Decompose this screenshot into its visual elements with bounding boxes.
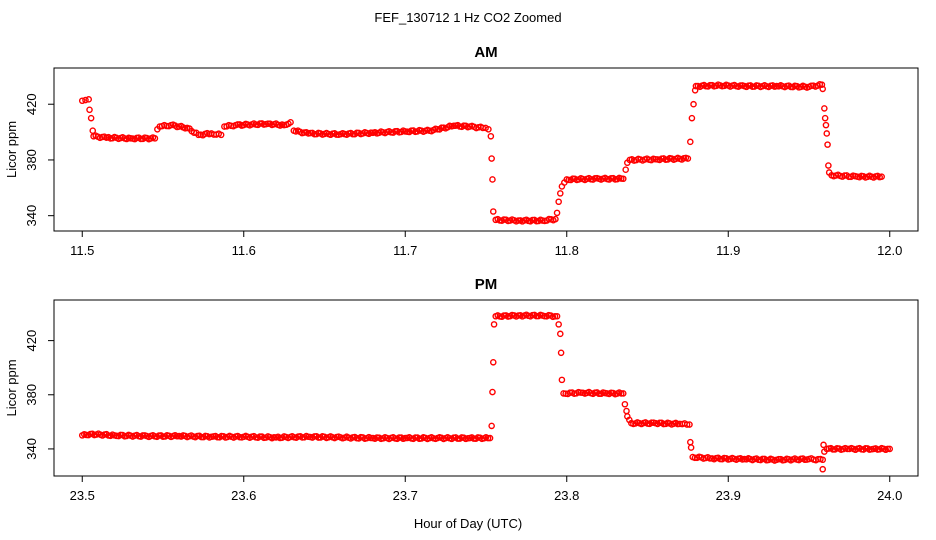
data-series-am: [78, 80, 885, 225]
data-point-am-295: [686, 138, 694, 146]
data-point-am-229: [552, 215, 559, 223]
data-point-pm-237: [553, 312, 561, 320]
x-tick-label-pm-2: 23.7: [393, 488, 418, 503]
data-point-am-36: [151, 135, 159, 142]
data-point-am-394: [878, 173, 885, 180]
data-point-am-366: [823, 130, 831, 137]
data-point-am-1: [82, 96, 89, 104]
plot-frame-am: [53, 67, 919, 232]
x-tick-label-am-0: 11.5: [70, 243, 94, 258]
data-point-pm-303: [683, 421, 691, 428]
x-tick-label-pm-1: 23.6: [231, 488, 256, 503]
data-point-am-198: [489, 176, 496, 183]
data-point-am-196: [487, 132, 495, 140]
x-tick-label-am-1: 11.6: [232, 243, 256, 258]
data-point-am-232: [556, 190, 564, 197]
data-point-pm-315: [706, 455, 714, 462]
data-point-am-264: [622, 166, 629, 174]
data-point-am-99: [287, 119, 294, 126]
data-series-pm: [78, 311, 894, 473]
data-point-pm-271: [619, 390, 627, 397]
data-point-am-0: [78, 97, 86, 105]
data-point-am-4: [87, 114, 95, 122]
x-tick-label-am-3: 11.8: [555, 243, 579, 258]
y-axis-label-pm: Licor ppm: [4, 359, 19, 416]
panel-pm: PM Licor ppm 23.5 23.6 23.7 23.8 23.9 24.0 340 38…: [4, 276, 919, 503]
x-tick-label-pm-4: 23.9: [716, 488, 741, 503]
data-point-pm-240: [557, 349, 565, 357]
data-point-pm-370: [819, 456, 827, 464]
data-point-am-193: [479, 124, 487, 132]
data-point-am-294: [684, 155, 692, 162]
data-point-am-197: [488, 155, 495, 162]
data-point-pm-304: [686, 421, 693, 428]
data-point-am-195: [485, 125, 492, 133]
data-point-pm-206: [490, 321, 498, 328]
data-point-pm-205: [489, 358, 497, 366]
data-point-am-365: [822, 121, 830, 129]
data-point-am-297: [690, 100, 697, 108]
x-tick-label-pm-3: 23.8: [554, 488, 579, 503]
data-point-am-66: [217, 131, 225, 139]
y-tick-label-am-2: 420: [24, 93, 39, 115]
data-point-am-3: [86, 106, 93, 114]
data-point-am-364: [821, 114, 829, 122]
x-tick-label-pm-5: 24.0: [877, 488, 902, 503]
x-tick-label-am-5: 12.0: [877, 243, 902, 258]
data-point-pm-372: [820, 441, 827, 449]
y-tick-label-pm-2: 420: [24, 330, 39, 352]
data-point-pm-203: [488, 422, 495, 430]
data-point-pm-272: [621, 400, 629, 408]
panel-title-pm: PM: [475, 276, 498, 293]
data-point-pm-405: [886, 445, 894, 453]
x-tick-label-pm-0: 23.5: [70, 488, 95, 503]
data-point-am-363: [821, 105, 828, 112]
data-point-am-2: [85, 96, 93, 103]
panel-title-am: AM: [474, 44, 497, 61]
data-point-pm-241: [558, 376, 566, 384]
data-point-am-362: [819, 85, 827, 93]
data-point-am-296: [688, 114, 696, 122]
data-point-am-5: [89, 127, 97, 134]
data-point-pm-305: [686, 438, 694, 446]
data-point-pm-273: [623, 407, 630, 415]
panel-am: AM Licor ppm 11.5 11.6 11.7 11.8 11.9 12.0 340 38…: [4, 44, 919, 258]
y-tick-label-pm-0: 340: [24, 438, 39, 460]
x-axis-label: Hour of Day (UTC): [414, 516, 522, 531]
y-tick-label-pm-1: 380: [24, 384, 39, 406]
data-point-am-368: [825, 162, 832, 169]
x-tick-label-am-4: 11.9: [716, 243, 740, 258]
data-point-pm-238: [555, 321, 562, 328]
data-point-pm-204: [489, 388, 496, 396]
data-point-pm-202: [486, 434, 494, 442]
data-point-pm-239: [556, 330, 564, 338]
data-point-am-263: [619, 175, 627, 183]
data-point-pm-371: [819, 465, 827, 473]
plot-frame-pm: [53, 299, 919, 477]
data-point-pm-306: [687, 444, 695, 451]
data-point-am-231: [555, 198, 562, 206]
data-point-am-199: [489, 208, 497, 215]
data-point-am-367: [824, 141, 831, 148]
data-point-am-230: [553, 209, 561, 217]
y-axis-label-am: Licor ppm: [4, 121, 19, 178]
y-tick-label-am-0: 340: [24, 205, 39, 227]
y-tick-label-am-1: 380: [24, 149, 39, 171]
data-point-am-361: [818, 81, 826, 89]
figure-title: FEF_130712 1 Hz CO2 Zoomed: [374, 10, 561, 25]
x-tick-label-am-2: 11.7: [393, 243, 417, 258]
